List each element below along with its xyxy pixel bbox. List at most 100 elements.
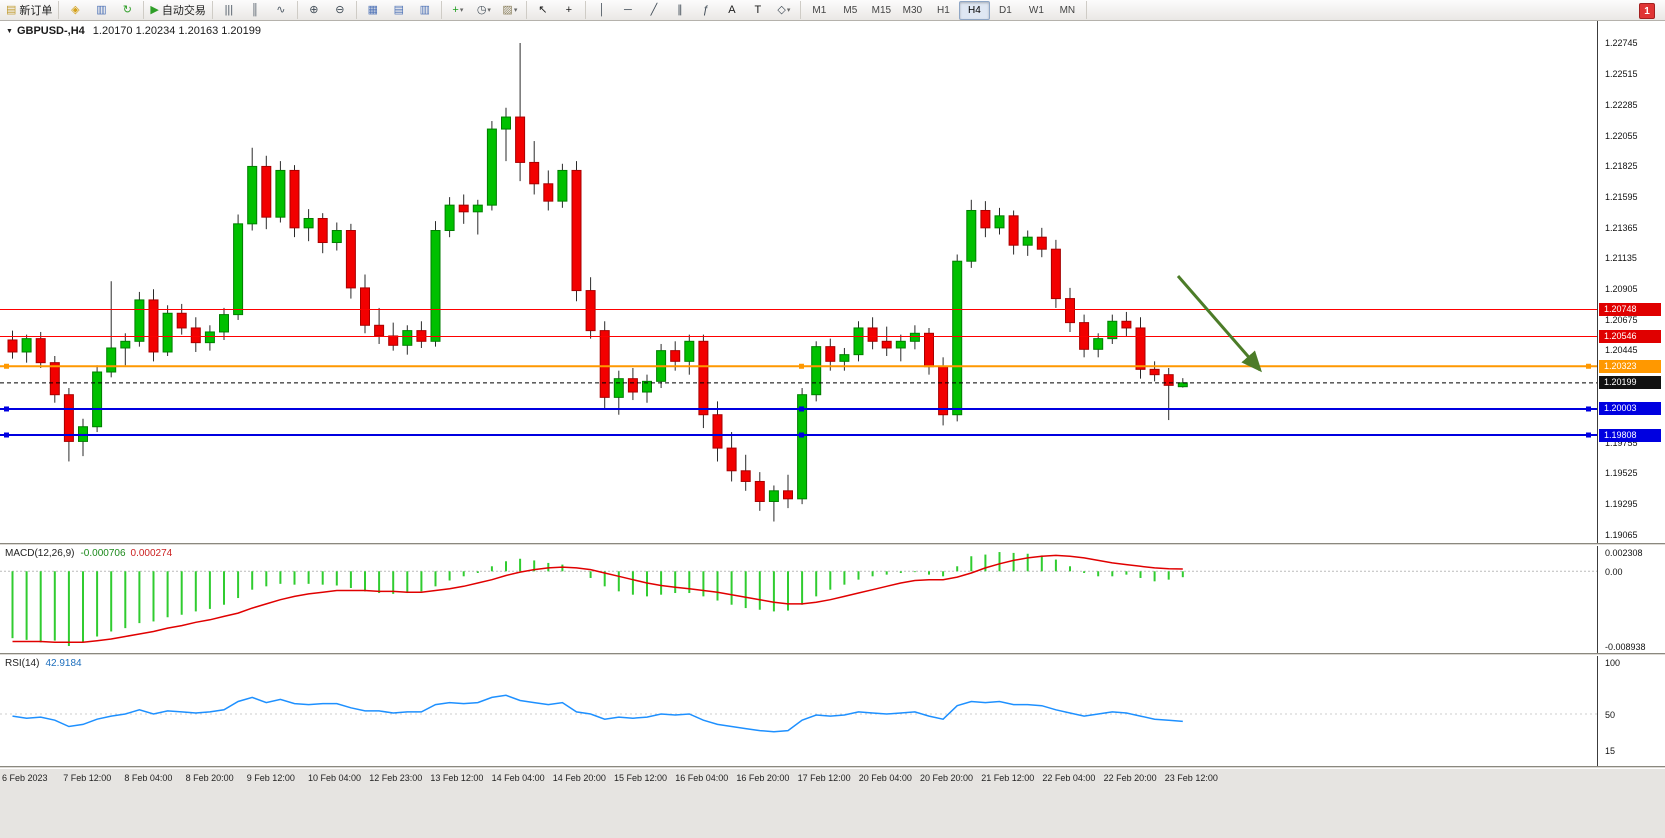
toolbar-group-autotrade: ▶ 自动交易 — [144, 1, 213, 20]
timeframe-m5-button[interactable]: M5 — [843, 4, 858, 16]
support-line-2-handle[interactable] — [799, 432, 804, 438]
support-line-2-handle[interactable] — [1586, 432, 1591, 438]
rsi-label: RSI(14) 42.9184 — [5, 658, 82, 669]
macd-scale-label: -0.008938 — [1605, 641, 1646, 652]
timeframe-m30-button[interactable]: M30 — [902, 4, 923, 16]
pivot-line-handle[interactable] — [4, 363, 9, 369]
support-line-1-handle[interactable] — [4, 406, 9, 412]
crosshair-icon: + — [565, 3, 573, 16]
collapse-triangle-icon[interactable]: ▼ — [6, 28, 13, 35]
line-chart-button[interactable]: ∿ — [268, 1, 294, 20]
support-line-1-handle[interactable] — [799, 406, 804, 412]
indicators-button[interactable]: + ▾ — [445, 1, 471, 20]
price-tag-1.20323: 1.20323 — [1599, 359, 1661, 373]
refresh-button[interactable]: ↻ — [114, 1, 140, 20]
cursor-icon: ↖ — [538, 3, 548, 16]
dropdown-arrow-icon: ▾ — [786, 7, 791, 14]
new-order-button[interactable]: ▤ 新订单 — [3, 1, 55, 20]
crosshair-button[interactable]: + — [556, 1, 582, 20]
timeframe-h1-button[interactable]: H1 — [936, 4, 950, 16]
time-label: 17 Feb 12:00 — [797, 773, 851, 783]
tile-windows-icon: ▦ — [367, 3, 379, 16]
timeframe-m1-button[interactable]: M1 — [812, 4, 827, 16]
time-label: 9 Feb 12:00 — [246, 773, 295, 783]
trendline-button[interactable]: ╱ — [641, 1, 667, 20]
support-line-2-handle[interactable] — [4, 432, 9, 438]
zoom-in-button[interactable]: ⊕ — [301, 1, 327, 20]
label-icon: T — [754, 3, 762, 16]
toolbar-group-quick: ◈ ▥ ↻ — [59, 1, 145, 20]
pane-separator-rsi[interactable] — [0, 653, 1665, 656]
notification-badge[interactable]: 1 — [1639, 3, 1655, 19]
shapes-button[interactable]: ◇ ▾ — [771, 1, 797, 20]
channel-icon: ∥ — [677, 3, 683, 16]
cascade-windows-icon: ▤ — [393, 3, 405, 16]
pane-separator-macd[interactable] — [0, 543, 1665, 546]
market-watch-button[interactable]: ▥ — [88, 1, 114, 20]
periods-button[interactable]: ◷ ▾ — [471, 1, 497, 20]
price-scale-label: 1.21825 — [1605, 161, 1638, 172]
price-pane[interactable] — [0, 20, 1597, 543]
time-label: 6 Feb 2023 — [2, 773, 48, 783]
bar-chart-button[interactable]: ||| — [216, 1, 242, 20]
vertical-line-button[interactable]: │ — [589, 1, 615, 20]
toolbar-group-zoom: ⊕ ⊖ — [298, 1, 357, 19]
time-label: 13 Feb 12:00 — [430, 773, 484, 783]
pane-separator-bottom[interactable] — [0, 766, 1665, 769]
timeframe-w1-button[interactable]: W1 — [1028, 4, 1044, 16]
price-scale-label: 1.19525 — [1605, 468, 1638, 479]
new-order-button-label: 新订单 — [19, 5, 53, 17]
time-label: 22 Feb 04:00 — [1042, 773, 1096, 783]
cascade-windows-button[interactable]: ▤ — [386, 1, 412, 20]
templates-button[interactable]: ▨ ▾ — [497, 1, 523, 20]
timeframe-h4-button[interactable]: H4 — [958, 0, 990, 20]
arrange-windows-button[interactable]: ▥ — [412, 1, 438, 20]
time-label: 7 Feb 12:00 — [63, 773, 112, 783]
label-button[interactable]: T — [745, 1, 771, 20]
new-order-icon: ▤ — [6, 3, 17, 16]
macd-label: MACD(12,26,9) -0.000706 0.000274 — [5, 548, 172, 559]
arrow-annotation[interactable] — [1176, 275, 1262, 373]
price-scale-label: 1.22515 — [1605, 69, 1638, 80]
shapes-icon: ◇ — [777, 3, 786, 16]
auto-trading-button[interactable]: ▶ 自动交易 — [147, 1, 208, 20]
macd-signal-value: 0.000274 — [130, 548, 173, 559]
price-scale-label: 1.19065 — [1605, 529, 1638, 540]
price-scale-label: 1.21135 — [1605, 253, 1637, 264]
rsi-scale-label: 100 — [1605, 657, 1621, 668]
time-label: 15 Feb 12:00 — [614, 773, 668, 783]
channel-button[interactable]: ∥ — [667, 1, 693, 20]
status-area — [0, 789, 1665, 838]
time-label: 16 Feb 20:00 — [736, 773, 790, 783]
pivot-line-handle[interactable] — [799, 363, 804, 369]
trendline-icon: ╱ — [650, 3, 658, 16]
pivot-line-handle[interactable] — [1586, 363, 1591, 369]
time-axis[interactable]: 6 Feb 2023 7 Feb 12:00 8 Feb 04:00 8 Feb 20… — [0, 769, 1665, 789]
candlestick-button[interactable]: ║ — [242, 1, 268, 20]
timeframe-m15-button[interactable]: M15 — [871, 4, 892, 16]
toolbar-group-windows: ▦ ▤ ▥ — [357, 1, 442, 19]
zoom-out-button[interactable]: ⊖ — [327, 1, 353, 20]
fibonacci-button[interactable]: ƒ — [693, 1, 719, 20]
horizontal-line-button[interactable]: ─ — [615, 1, 641, 20]
tile-windows-button[interactable]: ▦ — [360, 1, 386, 20]
timeframe-mn-button[interactable]: MN — [1059, 4, 1076, 16]
rsi-value: 42.9184 — [45, 658, 82, 669]
text-button[interactable]: A — [719, 1, 745, 20]
dropdown-arrow-icon: ▾ — [513, 7, 518, 14]
price-scale-label: 1.20445 — [1605, 345, 1638, 356]
support-line-1-handle[interactable] — [1586, 406, 1591, 412]
timeframe-d1-button[interactable]: D1 — [998, 4, 1012, 16]
time-label: 10 Feb 04:00 — [308, 773, 362, 783]
time-label: 8 Feb 20:00 — [185, 773, 234, 783]
price-axis[interactable]: 1.22745 1.22515 1.22285 1.22055 1.21825 1.215… — [1597, 20, 1665, 769]
rsi-pane[interactable] — [0, 656, 1597, 766]
cursor-button[interactable]: ↖ — [530, 1, 556, 20]
zoom-out-icon: ⊖ — [335, 3, 345, 16]
price-scale-label: 1.20675 — [1605, 314, 1638, 325]
price-scale-label: 1.19295 — [1605, 498, 1638, 509]
macd-pane[interactable] — [0, 546, 1597, 653]
toolbar-group-cursor: ↖ + — [527, 1, 586, 19]
time-label: 14 Feb 04:00 — [491, 773, 545, 783]
accounts-button[interactable]: ◈ — [62, 1, 88, 20]
